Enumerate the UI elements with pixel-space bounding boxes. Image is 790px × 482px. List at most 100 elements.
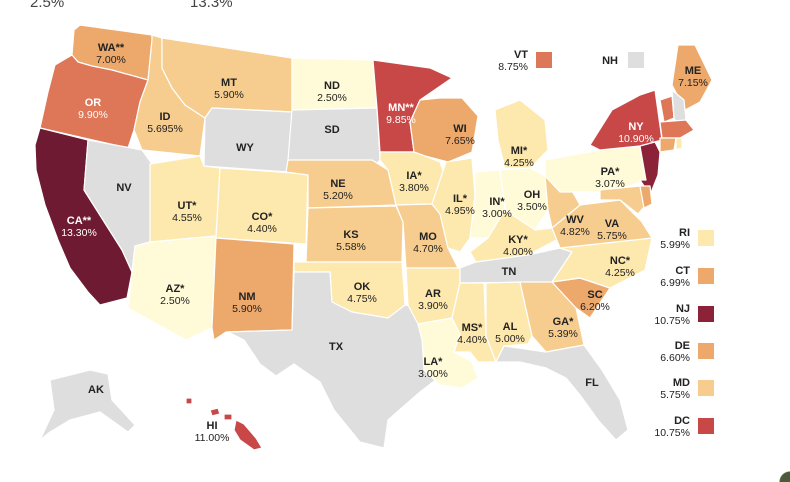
- state-code-nd: ND: [324, 80, 340, 92]
- state-rate-ks: 5.58%: [336, 241, 366, 253]
- state-code-ne: NE: [330, 178, 345, 190]
- state-rate-oh: 3.50%: [517, 201, 547, 213]
- legend-code-vt: VT: [514, 49, 528, 61]
- state-code-mn: MN**: [388, 102, 414, 114]
- state-code-id: ID: [160, 111, 171, 123]
- state-code-wy: WY: [236, 142, 254, 154]
- state-rate-nc: 4.25%: [605, 267, 635, 279]
- state-shape-fl: [496, 345, 628, 440]
- legend-rate-nj: 10.75%: [654, 315, 690, 327]
- legend-swatch-nh: [628, 52, 644, 68]
- state-rate-ia: 3.80%: [399, 182, 429, 194]
- state-code-ca: CA**: [67, 215, 92, 227]
- state-rate-me: 7.15%: [678, 77, 708, 89]
- state-code-al: AL: [503, 321, 518, 333]
- state-rate-ky: 4.00%: [503, 246, 533, 258]
- state-code-la: LA*: [424, 356, 444, 368]
- state-code-pa: PA*: [601, 166, 620, 178]
- state-code-wi: WI: [453, 123, 466, 135]
- state-code-ak: AK: [88, 384, 104, 396]
- legend-code-nh: NH: [602, 55, 618, 67]
- state-code-ok: OK: [354, 281, 371, 293]
- legend-swatch-ri: [698, 230, 714, 246]
- legend-rate-de: 6.60%: [660, 352, 690, 364]
- legend-swatch-de: [698, 343, 714, 359]
- legend-code-ri: RI: [679, 227, 690, 239]
- state-rate-sc: 6.20%: [580, 301, 610, 313]
- state-code-ut: UT*: [178, 200, 198, 212]
- state-rate-hi: 11.00%: [195, 432, 230, 444]
- state-code-oh: OH: [524, 189, 541, 201]
- state-code-wv: WV: [566, 214, 584, 226]
- hawaii-island-a: [186, 398, 192, 404]
- state-code-il: IL*: [453, 193, 468, 205]
- state-code-me: ME: [685, 65, 702, 77]
- state-code-tx: TX: [329, 341, 344, 353]
- state-rate-co: 4.40%: [247, 223, 277, 235]
- state-rate-ga: 5.39%: [548, 328, 578, 340]
- state-rate-pa: 3.07%: [595, 178, 625, 190]
- legend-swatch-dc: [698, 418, 714, 434]
- legend-code-dc: DC: [674, 415, 690, 427]
- legend-code-nj: NJ: [676, 303, 690, 315]
- state-rate-az: 2.50%: [160, 295, 190, 307]
- state-rate-nd: 2.50%: [317, 92, 347, 104]
- state-code-ar: AR: [425, 288, 441, 300]
- state-code-tn: TN: [502, 266, 517, 278]
- state-code-mi: MI*: [511, 145, 528, 157]
- state-code-mt: MT: [221, 77, 237, 89]
- state-rate-nm: 5.90%: [232, 303, 262, 315]
- legend-swatch-nj: [698, 306, 714, 322]
- state-shape-wi: [410, 98, 478, 162]
- legend-code-de: DE: [675, 340, 690, 352]
- legend-rate-ct: 6.99%: [660, 277, 690, 289]
- state-code-nm: NM: [238, 291, 255, 303]
- legend-swatch-vt: [536, 52, 552, 68]
- state-shape-wy: [204, 108, 292, 172]
- state-rate-id: 5.695%: [147, 123, 183, 135]
- state-rate-ok: 4.75%: [347, 293, 377, 305]
- state-code-hi: HI: [207, 420, 218, 432]
- state-code-mo: MO: [419, 231, 437, 243]
- state-rate-ne: 5.20%: [323, 190, 353, 202]
- state-rate-mn: 9.85%: [386, 114, 416, 126]
- state-shape-ma: [660, 120, 694, 138]
- state-code-sd: SD: [324, 124, 339, 136]
- state-shape-vt: [660, 96, 674, 122]
- state-rate-al: 5.00%: [495, 333, 525, 345]
- legend-code-md: MD: [673, 377, 690, 389]
- legend-swatch-ct: [698, 268, 714, 284]
- us-income-tax-map: WA**7.00%OR9.90%CA**13.30%NVID5.695%MT5.…: [0, 0, 790, 482]
- state-shape-ut: [150, 156, 220, 242]
- state-rate-wv: 4.82%: [560, 226, 590, 238]
- state-shape-nm: [212, 238, 294, 340]
- state-rate-la: 3.00%: [418, 368, 448, 380]
- state-rate-wa: 7.00%: [96, 54, 126, 66]
- state-shape-ct: [660, 138, 676, 152]
- state-rate-ny: 10.90%: [618, 133, 654, 145]
- state-code-sc: SC: [587, 289, 602, 301]
- state-rate-il: 4.95%: [445, 205, 475, 217]
- state-code-fl: FL: [585, 377, 599, 389]
- state-rate-mo: 4.70%: [413, 243, 443, 255]
- state-code-nc: NC*: [610, 255, 631, 267]
- hawaii-island-c: [224, 414, 232, 420]
- state-rate-ar: 3.90%: [418, 300, 448, 312]
- state-rate-va: 5.75%: [597, 230, 627, 242]
- state-code-ia: IA*: [406, 170, 422, 182]
- state-code-az: AZ*: [166, 283, 186, 295]
- state-code-ks: KS: [343, 229, 358, 241]
- state-code-ky: KY*: [508, 234, 528, 246]
- legend-code-ct: CT: [675, 265, 690, 277]
- state-code-ga: GA*: [553, 316, 575, 328]
- hawaii-island-b: [210, 408, 220, 416]
- state-rate-ut: 4.55%: [172, 212, 202, 224]
- state-shape-sd: [288, 108, 380, 168]
- legend-swatch-md: [698, 380, 714, 396]
- state-rate-in: 3.00%: [482, 208, 512, 220]
- state-code-va: VA: [605, 218, 620, 230]
- legend-rate-md: 5.75%: [660, 389, 690, 401]
- state-rate-or: 9.90%: [78, 109, 108, 121]
- state-code-ms: MS*: [462, 322, 484, 334]
- state-rate-mi: 4.25%: [504, 157, 534, 169]
